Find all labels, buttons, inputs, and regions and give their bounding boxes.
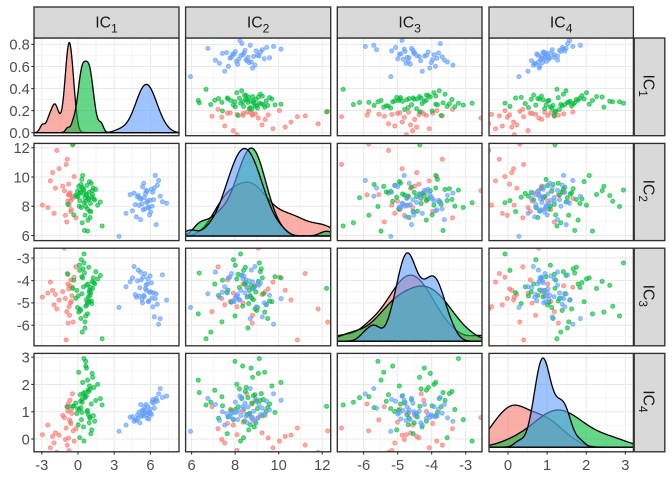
svg-text:-3: -3 bbox=[459, 458, 472, 474]
svg-text:0.0: 0.0 bbox=[9, 126, 29, 142]
svg-text:-3: -3 bbox=[35, 458, 48, 474]
svg-text:0.2: 0.2 bbox=[9, 104, 29, 120]
svg-text:2: 2 bbox=[582, 458, 590, 474]
svg-text:0: 0 bbox=[74, 458, 82, 474]
svg-text:6: 6 bbox=[188, 458, 196, 474]
svg-text:3: 3 bbox=[22, 350, 30, 366]
svg-text:6: 6 bbox=[146, 458, 154, 474]
svg-text:-4: -4 bbox=[425, 458, 438, 474]
svg-text:3: 3 bbox=[110, 458, 118, 474]
svg-text:-5: -5 bbox=[17, 296, 30, 312]
svg-text:-6: -6 bbox=[357, 458, 370, 474]
svg-text:1: 1 bbox=[543, 458, 551, 474]
svg-text:1: 1 bbox=[22, 405, 30, 421]
svg-text:8: 8 bbox=[231, 458, 239, 474]
svg-text:-5: -5 bbox=[391, 458, 404, 474]
svg-text:-3: -3 bbox=[17, 251, 30, 267]
svg-text:6: 6 bbox=[22, 229, 30, 245]
svg-text:10: 10 bbox=[13, 170, 29, 186]
svg-text:0.4: 0.4 bbox=[9, 82, 29, 98]
svg-text:0: 0 bbox=[22, 432, 30, 448]
svg-text:0.6: 0.6 bbox=[9, 60, 29, 76]
svg-text:0.8: 0.8 bbox=[9, 38, 29, 54]
svg-text:12: 12 bbox=[314, 458, 330, 474]
svg-text:12: 12 bbox=[13, 141, 29, 157]
svg-text:-4: -4 bbox=[17, 274, 30, 290]
svg-text:3: 3 bbox=[621, 458, 629, 474]
svg-text:-6: -6 bbox=[17, 319, 30, 335]
svg-text:8: 8 bbox=[22, 200, 30, 216]
svg-text:0: 0 bbox=[504, 458, 512, 474]
svg-text:2: 2 bbox=[22, 378, 30, 394]
svg-text:10: 10 bbox=[271, 458, 287, 474]
